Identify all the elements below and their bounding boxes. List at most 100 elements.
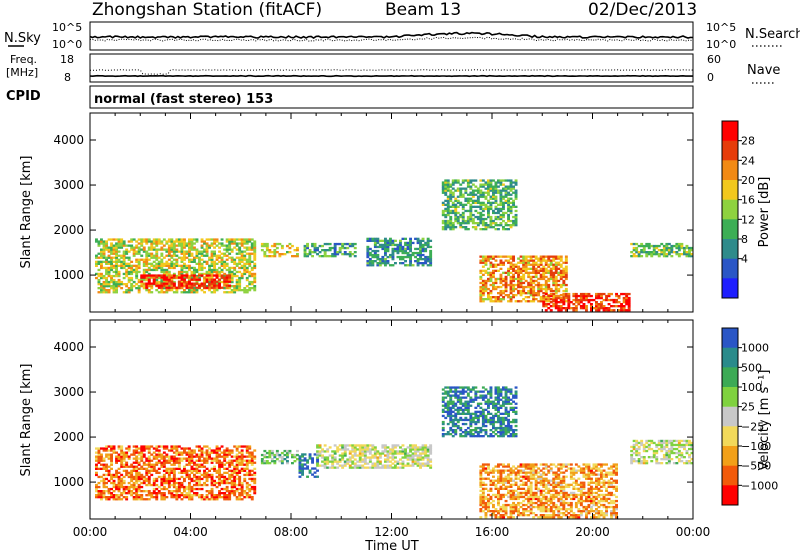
echo-cell [544, 309, 548, 312]
echo-cell [263, 460, 267, 463]
echo-cell [446, 187, 450, 190]
echo-cell [248, 260, 252, 263]
echo-cell [346, 458, 350, 461]
echo-cell [509, 224, 513, 227]
echo-cell [481, 412, 485, 415]
echo-cell [446, 197, 450, 200]
echo-cell [373, 255, 377, 259]
echo-cell [210, 291, 214, 294]
echo-cell [95, 490, 98, 493]
echo-cell [441, 183, 445, 186]
echo-cell [188, 487, 191, 491]
echo-cell [479, 259, 483, 262]
echo-cell [147, 445, 151, 448]
colorbar-tick-label: 28 [741, 135, 755, 148]
echo-cell [115, 262, 118, 265]
echo-cell [203, 475, 206, 479]
echo-cell [527, 263, 531, 266]
echo-cell [142, 240, 146, 243]
echo-cell [328, 446, 332, 449]
echo-cell [316, 459, 319, 462]
echo-cell [278, 253, 282, 256]
echo-cell [235, 248, 239, 251]
echo-cell [215, 289, 219, 292]
echo-cell [474, 429, 478, 432]
echo-cell [183, 471, 186, 474]
echo-cell [449, 193, 453, 196]
echo-cell [363, 444, 367, 447]
echo-cell [147, 262, 151, 265]
echo-cell [532, 281, 536, 285]
echo-cell [564, 257, 568, 260]
echo-cell [683, 249, 686, 252]
echo-cell [469, 404, 473, 407]
echo-cell [489, 412, 493, 415]
echo-cell [318, 251, 322, 254]
echo-cell [574, 292, 578, 296]
echo-cell [135, 246, 139, 249]
echo-cell [640, 244, 644, 248]
echo-cell [564, 289, 568, 293]
echo-cell [170, 471, 174, 474]
echo-cell [160, 264, 164, 267]
echo-cell [544, 261, 548, 264]
echo-cell [198, 481, 201, 485]
echo-cell [544, 283, 548, 287]
echo-cell [514, 205, 518, 208]
echo-cell [220, 463, 224, 466]
echo-cell [155, 498, 159, 501]
echo-cell [160, 242, 164, 245]
echo-cell [610, 309, 613, 312]
echo-cell [451, 181, 455, 184]
echo-cell [449, 396, 453, 399]
echo-cell [165, 282, 169, 285]
echo-cell [107, 238, 111, 241]
echo-cell [235, 459, 239, 462]
echo-cell [414, 452, 417, 455]
echo-cell [155, 250, 159, 253]
echo-cell [469, 197, 473, 200]
echo-cell [685, 251, 689, 254]
echo-cell [160, 258, 164, 261]
echo-cell [537, 289, 541, 293]
echo-cell [228, 268, 232, 272]
echo-cell [145, 471, 149, 474]
echo-cell [240, 264, 244, 267]
echo-cell [137, 289, 141, 292]
echo-cell [188, 268, 191, 272]
echo-cell [245, 238, 249, 241]
echo-cell [502, 187, 505, 190]
echo-cell [245, 467, 249, 470]
echo-cell [675, 246, 679, 250]
echo-cell [198, 262, 201, 265]
echo-cell [155, 266, 159, 270]
echo-cell [175, 477, 179, 481]
echo-cell [361, 466, 365, 469]
echo-cell [489, 392, 493, 395]
echo-cell [195, 471, 199, 474]
echo-cell [110, 262, 113, 265]
echo-cell [376, 253, 380, 257]
echo-cell [542, 277, 546, 281]
echo-cell [188, 457, 191, 460]
colorbar-tick-label: 20 [741, 174, 755, 187]
echo-cell [449, 388, 453, 391]
echo-cell [476, 418, 480, 422]
echo-cell [371, 464, 375, 467]
echo-cell [97, 451, 101, 454]
echo-cell [248, 240, 252, 243]
echo-cell [353, 466, 357, 469]
echo-cell [185, 496, 189, 499]
echo-cell [358, 446, 362, 449]
echo-cell [260, 249, 264, 252]
echo-cell [502, 183, 505, 186]
echo-cell [140, 258, 144, 261]
echo-cell [368, 262, 372, 265]
echo-cell [223, 463, 227, 466]
echo-cell [378, 239, 382, 242]
echo-cell [351, 244, 355, 248]
echo-cell [394, 249, 397, 253]
freq-strip-frame [89, 53, 694, 83]
echo-cell [117, 487, 121, 491]
